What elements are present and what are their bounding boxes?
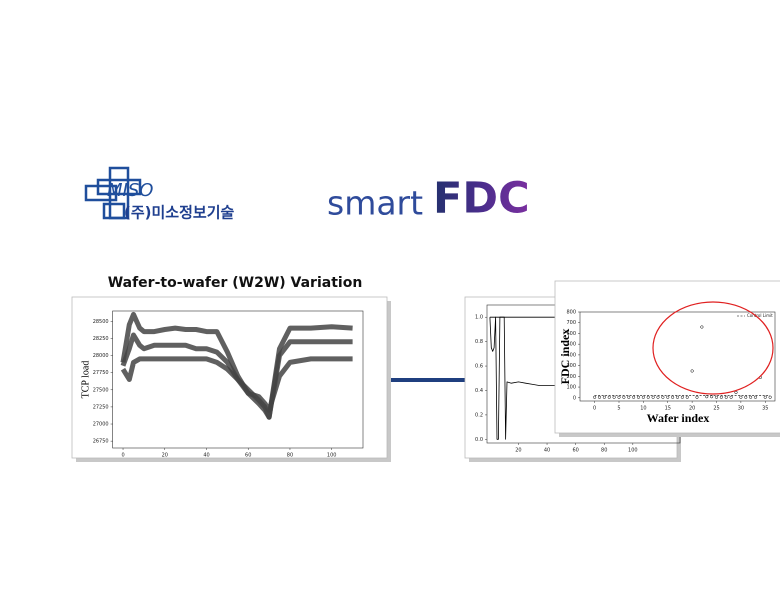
series-line (120, 311, 353, 420)
scatter-point (695, 395, 699, 399)
y-tick-label: 28000 (93, 353, 109, 359)
scatter-point (724, 395, 728, 399)
x-tick-label: 100 (628, 448, 638, 454)
x-tick-label: 35 (762, 406, 768, 412)
y-tick-label: 27000 (93, 422, 109, 428)
scatter-point (719, 395, 723, 399)
miso-logo (84, 166, 142, 220)
scatter-point (753, 395, 758, 399)
scatter-point (632, 395, 636, 399)
x-tick-label: 0 (121, 453, 124, 459)
x-tick-label: 5 (617, 406, 620, 412)
x-tick-label: 40 (544, 448, 550, 454)
scatter-point (641, 395, 645, 399)
x-tick-label: 40 (203, 453, 209, 459)
y-tick-label: 27750 (93, 370, 109, 376)
y-tick-label: 26750 (93, 439, 109, 445)
scatter-point (627, 395, 631, 399)
x-tick-label: 100 (327, 453, 337, 459)
highlight-ellipse (652, 301, 774, 395)
y-tick-label: 0.0 (475, 437, 483, 443)
scatter-point (617, 395, 621, 399)
y-tick-label: 0.4 (475, 388, 483, 394)
chart-panel: 0 100 200 300 400 500 600 700 800 0 5 10 15 20 25 30 35 F… (554, 280, 780, 437)
y-tick-label: 200 (566, 374, 576, 380)
panel (554, 280, 780, 434)
scatter-point (700, 325, 704, 329)
x-tick-label: 60 (245, 453, 251, 459)
scatter-point (622, 395, 626, 399)
y-tick-label: 0.6 (475, 364, 483, 370)
plot-frame (112, 310, 364, 449)
y-tick-label: 0 (573, 395, 576, 401)
scatter-point (597, 395, 602, 399)
y-tick-label: 27500 (93, 387, 109, 393)
scatter-point (612, 395, 616, 399)
scatter-point (714, 395, 719, 399)
x-tick-label: 10 (640, 406, 646, 412)
scatter-point (768, 395, 772, 399)
x-tick-label: 20 (515, 448, 521, 454)
x-tick-label: 25 (713, 406, 719, 412)
scatter-point (763, 395, 767, 399)
scatter-point (671, 395, 675, 399)
y-axis-label: TCP load (80, 361, 91, 399)
y-tick-label: 100 (566, 385, 576, 391)
y-tick-label: 500 (566, 342, 576, 348)
y-tick-label: 27250 (93, 404, 109, 410)
y-tick-label: 800 (566, 310, 576, 316)
y-tick-label: 28500 (93, 319, 109, 325)
scatter-point (744, 395, 748, 399)
y-axis-label: FDC index (558, 329, 572, 385)
series-line (489, 316, 562, 440)
scatter-point (749, 395, 753, 399)
product-suffix: FDC (433, 174, 530, 224)
x-tick-label: 20 (162, 453, 168, 459)
plot-frame (579, 311, 776, 402)
scatter-point (656, 395, 660, 399)
scatter-point (739, 395, 743, 399)
y-tick-label: 300 (566, 363, 576, 369)
scatter-point (661, 395, 665, 399)
scatter-point (685, 395, 689, 399)
series-line (120, 332, 353, 420)
scatter-point (729, 395, 733, 399)
x-tick-label: 0 (593, 406, 596, 412)
y-tick-label: 1.0 (475, 315, 483, 321)
scatter-point (602, 395, 606, 399)
x-tick-label: 30 (738, 406, 744, 412)
y-tick-label: 0.2 (475, 412, 483, 418)
y-tick-label: 700 (566, 320, 576, 326)
x-tick-label: 20 (689, 406, 695, 412)
panel (71, 296, 388, 459)
x-tick-label: 15 (665, 406, 671, 412)
product-prefix: smart (327, 184, 423, 223)
scatter-point (690, 369, 694, 373)
chart-panel: 26750 27000 27250 27500 27750 28000 28250 28500… (71, 296, 391, 462)
y-tick-label: 0.8 (475, 339, 483, 345)
x-tick-label: 60 (572, 448, 578, 454)
company-name: (주)미소정보기술 (124, 204, 235, 222)
scatter-point (607, 395, 611, 399)
charts: 26750 27000 27250 27500 27750 28000 28250 28500… (71, 275, 780, 462)
chart-title: Wafer-to-wafer (W2W) Variation (108, 275, 363, 291)
scatter-point (651, 395, 655, 399)
scatter-point (675, 395, 680, 399)
x-tick-label: 80 (287, 453, 293, 459)
y-tick-label: 28250 (93, 336, 109, 342)
y-tick-label: 600 (566, 331, 576, 337)
series-line (120, 356, 353, 413)
scatter-point (646, 395, 650, 399)
y-tick-label: 400 (566, 352, 576, 358)
scatter-point (680, 395, 684, 399)
scatter-point (636, 395, 641, 399)
scatter-point (666, 395, 670, 399)
x-axis-label: Wafer index (647, 411, 710, 425)
company-mark: MISO (107, 180, 153, 201)
scatter-point (593, 395, 597, 399)
x-tick-label: 80 (601, 448, 607, 454)
legend-label: Control Limit (747, 313, 773, 318)
